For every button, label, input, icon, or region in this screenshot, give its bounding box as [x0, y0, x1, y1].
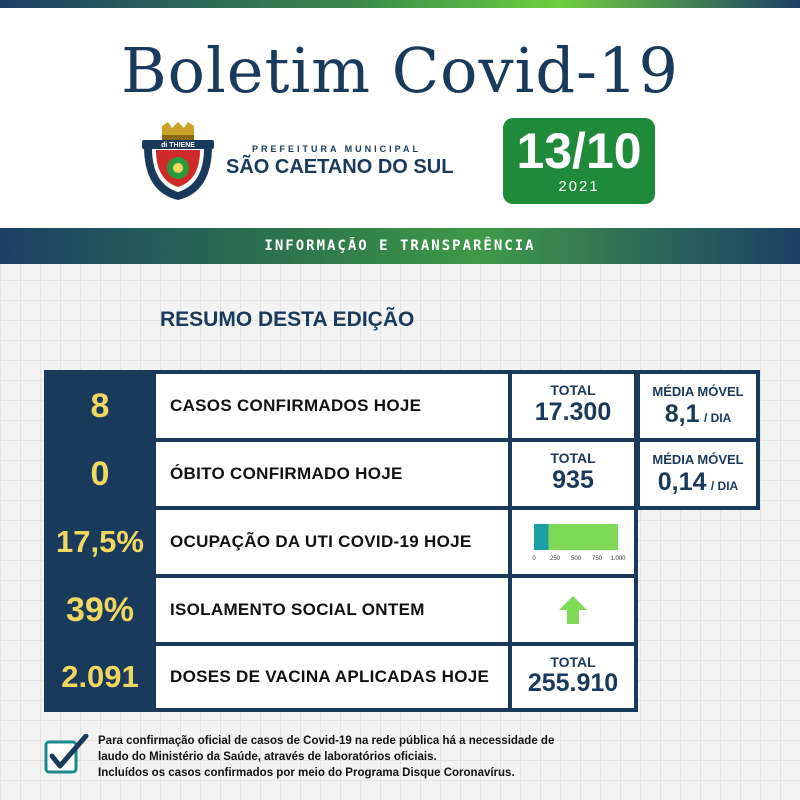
checkmark-icon — [44, 734, 89, 774]
prefeitura-small-label: PREFEITURA MUNICIPAL — [252, 144, 421, 154]
arrow-up-icon — [559, 596, 587, 624]
row-label-cell: OCUPAÇÃO DA UTI COVID-19 HOJE — [156, 510, 508, 574]
row-label: ISOLAMENTO SOCIAL ONTEM — [170, 600, 425, 619]
date-year: 2021 — [558, 178, 600, 195]
media-movel-number: 0,14 — [657, 468, 707, 496]
trend-cell — [512, 578, 634, 642]
total-value: 17.300 — [534, 398, 612, 426]
row-value: 17,5% — [48, 510, 152, 574]
uti-tick-label: 1.000 — [610, 556, 626, 562]
media-movel-value: 8,1 / DIA — [640, 400, 756, 429]
uti-occupancy-chart: 0 250 500 750 1.000 — [532, 524, 626, 562]
media-movel-unit: / DIA — [710, 479, 739, 493]
row-label: DOSES DE VACINA APLICADAS HOJE — [170, 667, 490, 686]
crest-banner: di THIENE — [161, 142, 195, 149]
row-label-cell: ISOLAMENTO SOCIAL ONTEM — [156, 578, 508, 642]
row-label-cell: DOSES DE VACINA APLICADAS HOJE — [156, 646, 508, 708]
date-badge: 13/10 2021 — [503, 118, 655, 204]
media-movel-value: 0,14 / DIA — [640, 468, 756, 497]
uti-tick-label: 750 — [592, 556, 603, 562]
row-label: OCUPAÇÃO DA UTI COVID-19 HOJE — [170, 532, 472, 551]
row-value: 0 — [48, 442, 152, 506]
prefeitura-name: SÃO CAETANO DO SUL — [226, 156, 454, 178]
uti-tick-label: 0 — [532, 556, 536, 562]
media-movel-cell: MÉDIA MÓVEL 0,14 / DIA — [640, 442, 756, 506]
media-movel-label: MÉDIA MÓVEL — [652, 384, 744, 399]
total-cell: TOTAL 935 — [512, 442, 634, 506]
row-value: 2.091 — [48, 646, 152, 708]
uti-bar-segment-1 — [548, 524, 618, 550]
uti-bar-segment-0 — [534, 524, 549, 550]
total-cell: TOTAL 17.300 — [512, 374, 634, 438]
row-label: CASOS CONFIRMADOS HOJE — [170, 396, 422, 415]
total-value: 255.910 — [527, 669, 619, 697]
footnote-line: laudo do Ministério da Saúde, através de… — [98, 751, 437, 763]
media-movel-number: 8,1 — [664, 400, 700, 428]
total-label: TOTAL — [550, 450, 596, 466]
media-movel-cell: MÉDIA MÓVEL 8,1 / DIA — [640, 374, 756, 438]
row-label: ÓBITO CONFIRMADO HOJE — [170, 464, 403, 483]
footnote-line: Incluídos os casos confirmados por meio … — [98, 767, 515, 779]
media-movel-label: MÉDIA MÓVEL — [652, 452, 744, 467]
header: Boletim Covid-19 — [0, 8, 800, 228]
row-label-cell: CASOS CONFIRMADOS HOJE — [156, 374, 508, 438]
row-value: 8 — [48, 374, 152, 438]
info-band: INFORMAÇÃO E TRANSPARÊNCIA — [0, 228, 800, 264]
row-value: 39% — [48, 578, 152, 642]
uti-chart-cell: 0 250 500 750 1.000 — [512, 510, 634, 574]
top-gradient-bar — [0, 0, 800, 8]
total-label: TOTAL — [550, 654, 596, 670]
total-cell: TOTAL 255.910 — [512, 646, 634, 708]
footnote-line: Para confirmação oficial de casos de Cov… — [98, 735, 555, 747]
total-value: 935 — [552, 466, 594, 494]
row-label-cell: ÓBITO CONFIRMADO HOJE — [156, 442, 508, 506]
footnote: Para confirmação oficial de casos de Cov… — [98, 733, 618, 781]
uti-tick-label: 500 — [571, 556, 582, 562]
total-label: TOTAL — [550, 382, 596, 398]
date-day: 13/10 — [516, 123, 642, 179]
uti-tick-label: 250 — [550, 556, 561, 562]
page-title: Boletim Covid-19 — [121, 34, 679, 107]
section-title: RESUMO DESTA EDIÇÃO — [160, 308, 415, 331]
media-movel-unit: / DIA — [703, 411, 732, 425]
info-band-text: INFORMAÇÃO E TRANSPARÊNCIA — [264, 238, 536, 254]
city-crest-logo: di THIENE — [142, 122, 214, 200]
